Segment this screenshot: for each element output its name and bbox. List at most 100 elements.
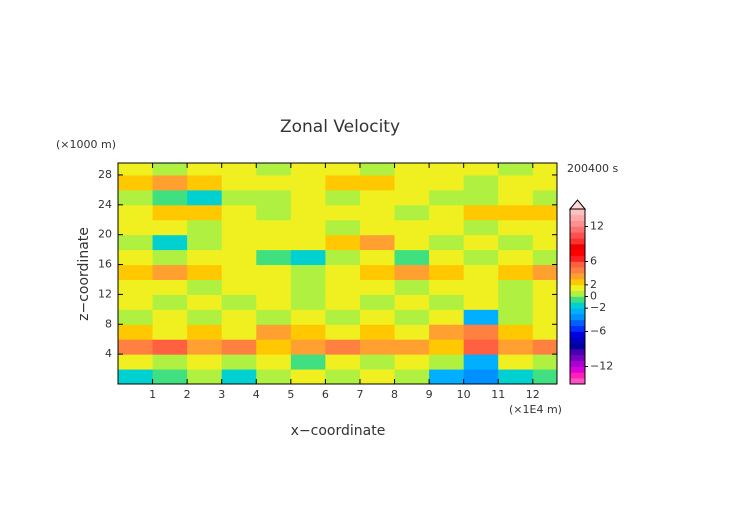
field-cell: [290, 219, 326, 236]
field-cell: [290, 279, 326, 295]
colorbar-cell: [570, 308, 585, 315]
field-cell: [118, 339, 154, 355]
field-cell: [256, 249, 292, 266]
field-cell: [532, 324, 557, 340]
field-cell: [325, 204, 361, 221]
field-cell: [532, 279, 557, 295]
colorbar-tick-label: 12: [590, 220, 604, 233]
field-cell: [256, 264, 292, 280]
field-cell: [498, 354, 534, 370]
field-cell: [532, 339, 557, 355]
field-cell: [532, 294, 557, 310]
field-cell: [463, 189, 499, 206]
colorbar-cell: [570, 319, 585, 326]
field-cell: [118, 249, 154, 266]
field-cell: [187, 174, 223, 191]
field-cell: [152, 163, 188, 176]
field-cell: [359, 219, 396, 236]
field-cell: [221, 294, 257, 310]
field-cell: [463, 249, 499, 266]
field-cell: [221, 279, 257, 295]
field-cell: [532, 309, 557, 325]
colorbar-cell: [570, 314, 585, 321]
field-cell: [221, 264, 257, 280]
colorbar-cell: [570, 302, 585, 309]
field-cell: [152, 324, 188, 340]
x-tick-label: 8: [391, 388, 398, 401]
colorbar-cell: [570, 261, 585, 268]
field-cell: [532, 264, 557, 280]
field-cell: [256, 204, 292, 221]
field-cell: [463, 369, 499, 384]
field-cell: [532, 204, 557, 221]
field-cell: [221, 163, 257, 176]
field-cell: [118, 219, 154, 236]
y-tick-label: 12: [98, 287, 112, 300]
field-cell: [429, 339, 465, 355]
field-cell: [463, 234, 499, 251]
x-tick-label: 2: [184, 388, 191, 401]
field-cell: [290, 264, 326, 280]
field-cell: [532, 234, 557, 251]
field-cell: [221, 354, 257, 370]
field-cell: [463, 264, 499, 280]
field-cell: [498, 309, 534, 325]
field-cell: [152, 354, 188, 370]
field-cell: [152, 264, 188, 280]
colorbar-cell: [570, 337, 585, 344]
field-cell: [498, 219, 534, 236]
field-cell: [429, 279, 465, 295]
x-tick-label: 7: [356, 388, 363, 401]
field-cell: [325, 354, 361, 370]
field-cell: [429, 234, 465, 251]
field-cell: [256, 354, 292, 370]
field-cell: [429, 294, 465, 310]
field-cell: [429, 204, 465, 221]
colorbar-tick-label: −6: [590, 325, 606, 338]
field-cell: [325, 219, 361, 236]
field-cell: [118, 294, 154, 310]
y-tick-label: 16: [98, 258, 112, 271]
field-cell: [325, 309, 361, 325]
field-cell: [256, 219, 292, 236]
field-cell: [221, 174, 257, 191]
field-cell: [290, 163, 326, 176]
field-cell: [325, 163, 361, 176]
field-cell: [221, 309, 257, 325]
x-tick-label: 10: [457, 388, 471, 401]
field-cell: [498, 163, 534, 176]
field-cell: [429, 249, 465, 266]
field-cell: [118, 174, 154, 191]
y-tick-label: 24: [98, 198, 112, 211]
field-cell: [429, 369, 465, 384]
field-cell: [498, 189, 534, 206]
field-cell: [463, 219, 499, 236]
field-cell: [359, 279, 396, 295]
field-cell: [463, 339, 499, 355]
field-cell: [290, 174, 326, 191]
colorbar-tick-label: 2: [590, 278, 597, 291]
colorbar-cell: [570, 255, 585, 262]
field-cell: [290, 294, 326, 310]
colorbar-tick-label: 6: [590, 255, 597, 268]
colorbar-cell: [570, 349, 585, 356]
field-cell: [394, 324, 430, 340]
field-cell: [394, 294, 430, 310]
field-cell: [256, 294, 292, 310]
y-tick-label: 20: [98, 228, 112, 241]
field-cell: [394, 264, 430, 280]
field-cell: [152, 204, 188, 221]
field-cell: [221, 204, 257, 221]
field-cell: [359, 339, 396, 355]
field-cell: [290, 324, 326, 340]
field: [118, 163, 557, 384]
field-cell: [256, 324, 292, 340]
field-cell: [498, 339, 534, 355]
field-cell: [290, 354, 326, 370]
field-cell: [359, 249, 396, 266]
time-label: 200400 s: [567, 162, 618, 175]
field-cell: [394, 339, 430, 355]
field-cell: [187, 294, 223, 310]
colorbar-tick-label: 0: [590, 290, 597, 303]
